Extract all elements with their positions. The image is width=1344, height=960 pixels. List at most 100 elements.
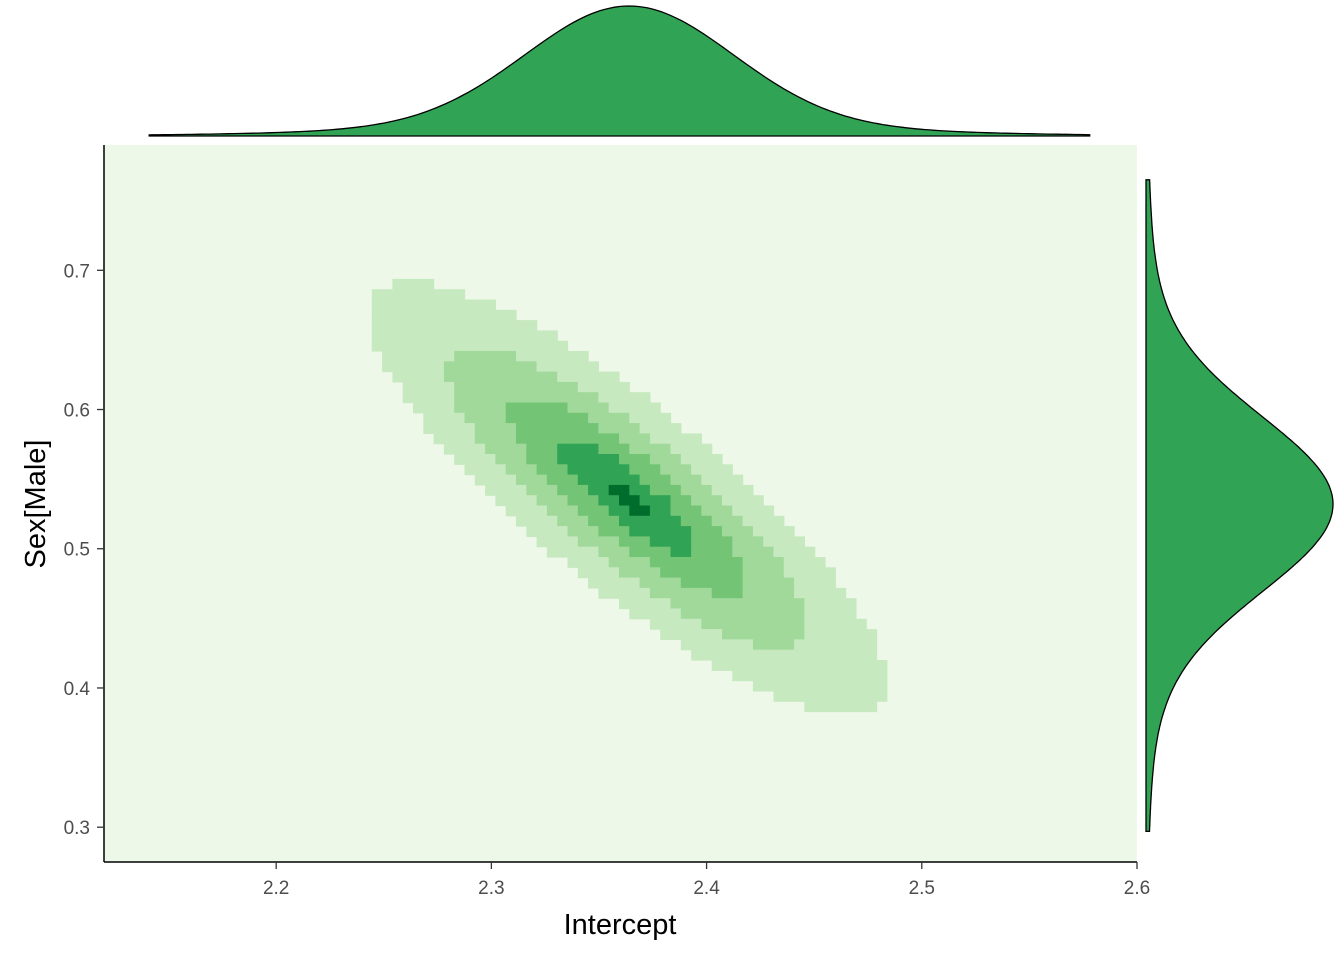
density-cell	[443, 330, 455, 342]
density-cell	[783, 690, 795, 702]
density-cell	[402, 309, 414, 321]
density-cell	[711, 484, 723, 496]
density-cell	[402, 371, 414, 383]
density-cell	[629, 536, 641, 548]
density-cell	[763, 608, 775, 620]
density-cell	[505, 392, 517, 404]
density-cell	[536, 423, 548, 434]
density-cell	[402, 289, 414, 301]
density-cell	[433, 433, 445, 445]
density-cell	[680, 515, 692, 527]
density-cell	[752, 608, 764, 620]
density-cell	[413, 381, 424, 393]
density-cell	[825, 690, 836, 702]
density-cell	[464, 340, 476, 352]
density-cell	[423, 402, 435, 414]
density-cell	[660, 433, 672, 445]
density-cell	[526, 526, 538, 537]
density-cell	[649, 454, 661, 465]
density-cell	[845, 670, 857, 682]
density-cell	[722, 639, 733, 651]
density-cell	[629, 454, 641, 465]
density-cell	[794, 639, 805, 651]
density-cell	[598, 515, 610, 527]
density-cell	[752, 680, 764, 692]
density-cell	[649, 423, 661, 434]
density-cell	[516, 454, 527, 465]
density-cell	[722, 484, 733, 496]
y-tick-label: 0.4	[64, 679, 91, 700]
density-cell	[423, 299, 435, 311]
density-cell	[598, 536, 610, 548]
density-cell	[598, 587, 610, 599]
density-cell	[557, 515, 569, 527]
density-cell	[660, 505, 672, 517]
density-cell	[526, 423, 538, 434]
density-cell	[619, 381, 630, 393]
density-cell	[629, 505, 641, 517]
density-cell	[773, 680, 785, 692]
density-cell	[722, 495, 733, 507]
density-cell	[629, 392, 641, 404]
density-cell	[495, 402, 507, 414]
density-cell	[701, 515, 713, 527]
density-cell	[701, 536, 713, 548]
density-cell	[557, 402, 569, 414]
density-cell	[485, 443, 496, 455]
density-cell	[639, 433, 651, 445]
density-cell	[680, 464, 692, 476]
density-cell	[588, 577, 599, 589]
density-cell	[516, 330, 527, 342]
density-cell	[485, 392, 496, 404]
density-cell	[783, 629, 795, 640]
density-cell	[495, 351, 507, 362]
density-cell	[402, 330, 414, 342]
density-cell	[371, 289, 383, 301]
density-cell	[639, 526, 651, 537]
density-cell	[773, 546, 785, 558]
density-cell	[680, 567, 692, 579]
density-cell	[701, 484, 713, 496]
density-cell	[794, 598, 805, 610]
density-cell	[649, 598, 661, 610]
density-cell	[577, 505, 589, 517]
density-cell	[588, 474, 599, 486]
density-cell	[557, 505, 569, 517]
density-cell	[505, 361, 517, 373]
density-cell	[577, 423, 589, 434]
density-cell	[835, 660, 847, 671]
density-cell	[711, 536, 723, 548]
density-cell	[835, 629, 847, 640]
density-cell	[577, 536, 589, 548]
density-cell	[722, 505, 733, 517]
density-cell	[814, 649, 826, 661]
density-cell	[629, 515, 641, 527]
density-cell	[794, 587, 805, 599]
ticks: 2.2 2.3 2.4 2.5 2.6 0.3 0.4 0.5 0.6 0.7	[64, 261, 1151, 899]
density-cell	[474, 361, 486, 373]
density-cell	[680, 526, 692, 537]
density-cell	[485, 340, 496, 352]
density-cell	[598, 557, 610, 568]
density-cell	[443, 433, 455, 445]
density-cell	[773, 690, 785, 702]
density-cell	[516, 340, 527, 352]
density-cell	[670, 526, 682, 537]
density-cell	[711, 577, 723, 589]
density-cell	[567, 412, 579, 424]
density-cell	[701, 649, 713, 661]
density-cell	[804, 608, 816, 620]
density-cell	[783, 598, 795, 610]
density-cell	[742, 495, 754, 507]
density-cell	[711, 546, 723, 558]
density-cell	[382, 330, 393, 342]
density-cell	[701, 618, 713, 630]
density-cell	[742, 587, 754, 599]
density-cell	[485, 402, 496, 414]
density-cell	[732, 639, 744, 651]
density-cell	[649, 546, 661, 558]
density-cell	[588, 392, 599, 404]
density-cell	[722, 546, 733, 558]
density-cell	[701, 546, 713, 558]
density-cell	[804, 618, 816, 630]
